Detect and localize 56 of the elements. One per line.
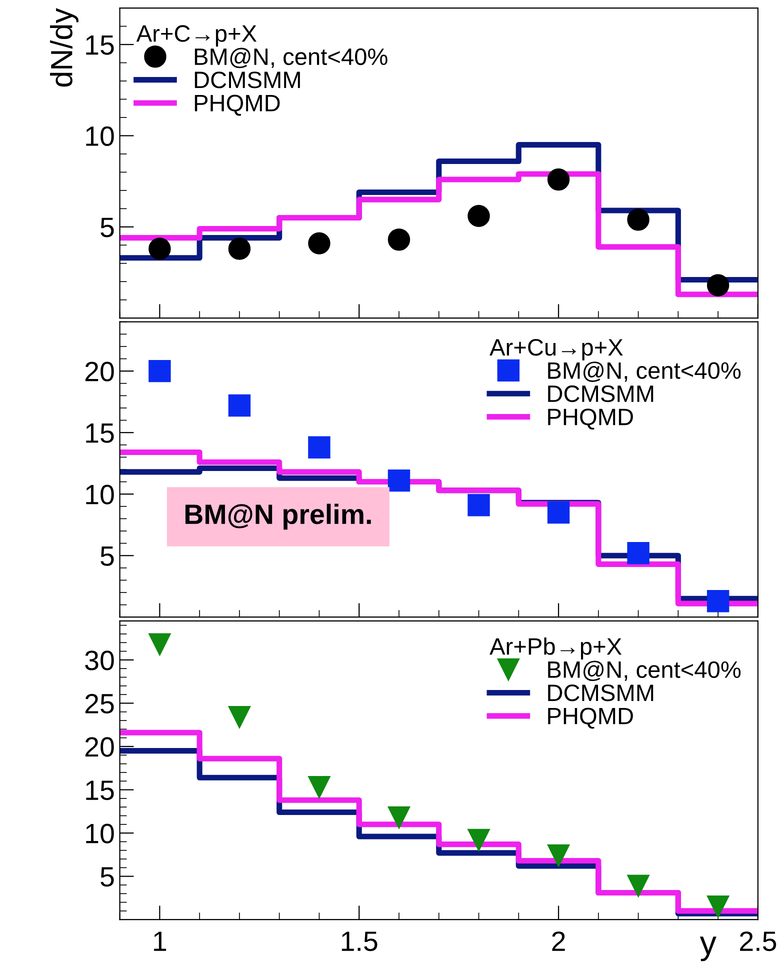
annotation: BM@N prelim.: [185, 504, 371, 530]
point: [148, 238, 171, 260]
legend-label: BM@N, cent<40%: [548, 660, 741, 682]
legend-title: Ar+Pb→p+X: [490, 638, 622, 660]
point: [627, 542, 650, 564]
point: [627, 874, 650, 897]
legend-label: DCMSMM: [548, 385, 654, 402]
y-tick-label: 10: [86, 484, 114, 504]
x-tick-label: 1.5: [342, 932, 378, 952]
y-tick-label: 20: [85, 737, 114, 757]
legend-label: BM@N, cent<40%: [194, 48, 388, 68]
point: [308, 776, 330, 798]
legend-label: DCMSMM: [194, 72, 300, 88]
y-tick-label: 15: [86, 35, 114, 55]
legend-label: PHQMD: [548, 708, 633, 729]
point: [228, 706, 251, 728]
y-tick-label: 15: [86, 780, 114, 800]
legend-label: PHQMD: [548, 408, 633, 430]
legend-label: PHQMD: [194, 94, 280, 116]
x-tick-label: 2.5: [740, 931, 776, 952]
point: [468, 204, 490, 228]
y-tick-label: 5: [100, 546, 114, 566]
legend-label: BM@N, cent<40%: [548, 362, 741, 382]
y-tick-label: 10: [86, 824, 114, 844]
legend-title: Ar+C→p+X: [136, 25, 257, 47]
point: [148, 633, 171, 656]
y-tick-label: 15: [86, 424, 114, 443]
point: [547, 168, 570, 191]
point: [468, 494, 490, 516]
point: [308, 232, 330, 254]
point: [706, 274, 730, 296]
y-tick-label: 30: [85, 650, 114, 670]
point: [547, 501, 570, 524]
y-axis-title: dN/dy: [50, 8, 78, 87]
x-axis-title: y: [700, 936, 716, 962]
legend-title: Ar+Cu→p+X: [490, 339, 623, 360]
point: [706, 896, 730, 918]
point: [388, 469, 410, 492]
x-tick-label: 1: [154, 932, 166, 951]
x-tick-label: 2: [552, 931, 565, 951]
y-tick-label: 5: [100, 218, 114, 238]
y-tick-label: 20: [85, 362, 114, 382]
point: [706, 590, 730, 612]
point: [228, 238, 251, 260]
y-tick-label: 10: [86, 126, 114, 146]
point: [388, 228, 410, 251]
point: [148, 360, 171, 382]
point: [468, 828, 490, 852]
y-tick-label: 5: [100, 867, 114, 887]
point: [547, 844, 570, 867]
y-tick-label: 25: [85, 694, 114, 714]
point: [627, 208, 650, 231]
point: [308, 436, 330, 458]
point: [388, 806, 410, 829]
point: [228, 394, 251, 417]
legend-label: DCMSMM: [548, 684, 654, 702]
